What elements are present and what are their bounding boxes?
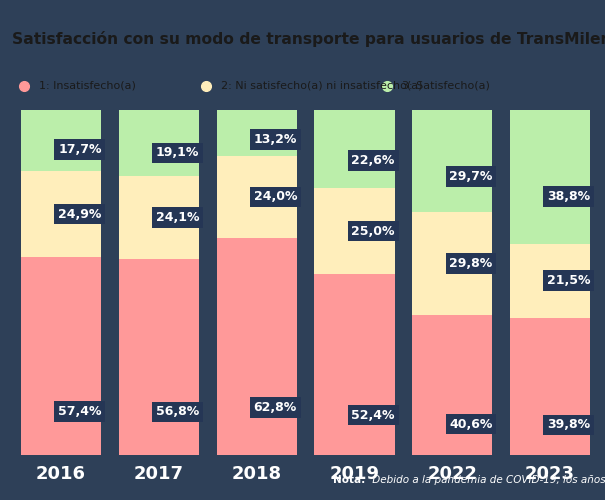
Bar <box>119 176 199 259</box>
Text: 22,6%: 22,6% <box>352 154 395 167</box>
Bar <box>21 171 101 257</box>
Bar <box>315 274 394 455</box>
Bar <box>510 244 590 318</box>
Text: 21,5%: 21,5% <box>547 274 590 287</box>
Text: 52,4%: 52,4% <box>352 408 395 422</box>
Text: Debido a la pandemia de COVID-19, los años 2: Debido a la pandemia de COVID-19, los añ… <box>369 475 605 485</box>
Text: 29,7%: 29,7% <box>450 170 492 183</box>
Bar <box>21 257 101 455</box>
Text: 24,9%: 24,9% <box>58 208 102 220</box>
Text: 29,8%: 29,8% <box>450 257 492 270</box>
Bar <box>217 156 296 238</box>
Bar <box>217 238 296 455</box>
Bar <box>119 259 199 455</box>
Text: 57,4%: 57,4% <box>58 405 102 418</box>
Text: 38,8%: 38,8% <box>547 190 590 203</box>
Text: 56,8%: 56,8% <box>156 406 199 418</box>
Text: 13,2%: 13,2% <box>253 133 297 146</box>
Text: Nota:: Nota: <box>333 475 368 485</box>
Bar <box>217 110 296 156</box>
Text: 19,1%: 19,1% <box>156 146 199 160</box>
Text: 62,8%: 62,8% <box>253 401 297 414</box>
Text: 1: Insatisfecho(a): 1: Insatisfecho(a) <box>39 81 136 91</box>
Bar <box>412 315 492 455</box>
Text: 25,0%: 25,0% <box>352 224 395 237</box>
Text: 24,1%: 24,1% <box>156 211 200 224</box>
Text: 24,0%: 24,0% <box>253 190 297 203</box>
Text: 40,6%: 40,6% <box>450 418 492 430</box>
Text: 39,8%: 39,8% <box>547 418 590 432</box>
Bar <box>315 110 394 188</box>
Text: Satisfacción con su modo de transporte para usuarios de TransMilenio: Satisfacción con su modo de transporte p… <box>12 31 605 47</box>
Text: 2: Ni satisfecho(a) ni insatisfecho(a): 2: Ni satisfecho(a) ni insatisfecho(a) <box>221 81 422 91</box>
Text: 3: Satisfecho(a): 3: Satisfecho(a) <box>402 81 490 91</box>
Text: 17,7%: 17,7% <box>58 143 102 156</box>
Bar <box>119 110 199 176</box>
Bar <box>510 110 590 244</box>
Bar <box>412 212 492 315</box>
Bar <box>412 110 492 212</box>
Bar <box>315 188 394 274</box>
Bar <box>510 318 590 455</box>
Bar <box>21 110 101 171</box>
